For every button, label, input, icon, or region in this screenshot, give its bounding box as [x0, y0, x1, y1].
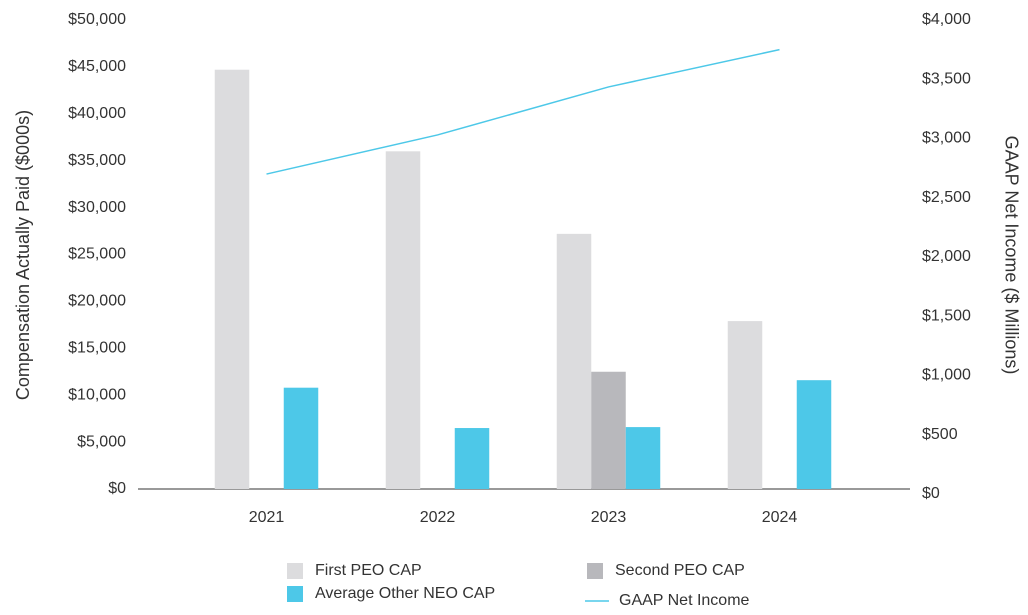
y-axis-title: Compensation Actually Paid ($000s) [13, 110, 33, 400]
y-tick-label: $0 [108, 480, 126, 497]
y-tick-label: $35,000 [68, 152, 126, 169]
bar [454, 428, 490, 489]
x-tick-label: 2022 [420, 509, 456, 526]
legend-marker [287, 563, 303, 579]
x-tick-label: 2023 [591, 509, 627, 526]
y-tick-label: $5,000 [77, 433, 126, 450]
y-tick-label: $45,000 [68, 58, 126, 75]
y-tick-label: $50,000 [68, 11, 126, 28]
y2-tick-label: $1,500 [922, 307, 971, 324]
legend-label: Second PEO CAP [615, 562, 745, 579]
bar [625, 427, 661, 489]
legend-label: GAAP Net Income [619, 592, 750, 609]
y2-tick-label: $4,000 [922, 11, 971, 28]
y-tick-label: $20,000 [68, 293, 126, 310]
y2-tick-label: $2,500 [922, 189, 971, 206]
bar [283, 387, 319, 489]
y2-tick-label: $1,000 [922, 367, 971, 384]
y2-tick-label: $500 [922, 426, 958, 443]
y2-tick-label: $2,000 [922, 248, 971, 265]
bar [214, 69, 250, 490]
y-tick-label: $25,000 [68, 246, 126, 263]
legend-label: Average Other NEO CAP [315, 585, 495, 602]
legend-marker [287, 586, 303, 602]
y2-tick-label: $0 [922, 485, 940, 502]
y-tick-label: $10,000 [68, 386, 126, 403]
bar [796, 380, 832, 489]
y2-tick-label: $3,000 [922, 130, 971, 147]
legend-marker [587, 563, 603, 579]
bar [727, 321, 763, 489]
bar [556, 233, 592, 489]
x-tick-label: 2024 [762, 509, 798, 526]
bar [385, 151, 421, 489]
y-tick-label: $40,000 [68, 105, 126, 122]
line [266, 48, 780, 175]
y-tick-label: $15,000 [68, 340, 126, 357]
bar [591, 371, 626, 489]
y2-axis-title: GAAP Net Income ($ Millions) [1001, 136, 1021, 375]
x-tick-label: 2021 [249, 509, 285, 526]
y-tick-label: $30,000 [68, 199, 126, 216]
legend-label: First PEO CAP [315, 562, 422, 579]
y2-tick-label: $3,500 [922, 70, 971, 87]
